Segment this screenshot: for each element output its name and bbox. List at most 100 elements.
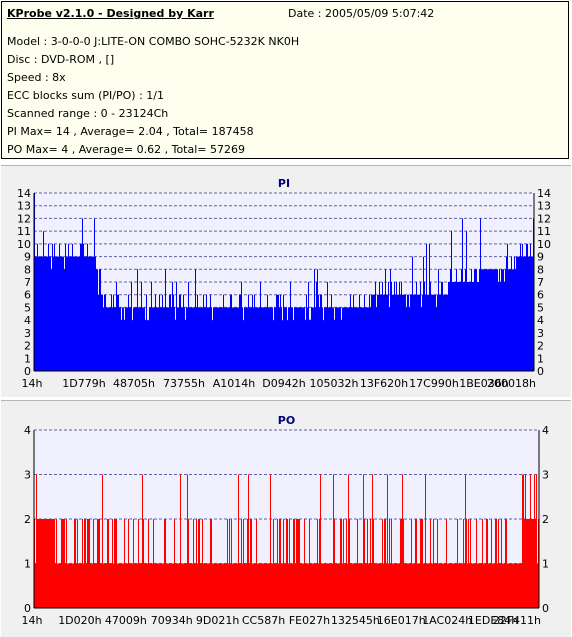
po-bar (163, 563, 164, 608)
po-bar (190, 563, 191, 608)
pi-bar (356, 307, 357, 371)
pi-bar (311, 307, 312, 371)
po-bar (193, 519, 194, 608)
po-bar (263, 563, 264, 608)
po-bar (528, 519, 529, 608)
pi-bar (268, 307, 269, 371)
pi-bar (420, 282, 421, 371)
pi-bar (56, 256, 57, 371)
pi-bar (112, 307, 113, 371)
po-bar (178, 563, 179, 608)
po-bar (165, 519, 166, 608)
po-bar (521, 563, 522, 608)
pi-bar (414, 294, 415, 371)
pi-bar (234, 307, 235, 371)
pi-bar (48, 243, 49, 371)
pi-bar (78, 256, 79, 371)
pi-bar (472, 282, 473, 371)
po-bar (103, 563, 104, 608)
pi-y-tick-label-right: 3 (537, 327, 544, 340)
po-bar (156, 563, 157, 608)
pi-bar (219, 307, 220, 371)
pi-bar (316, 282, 317, 371)
po-y-tick-label-right: 1 (542, 558, 549, 571)
po-bar (469, 563, 470, 608)
po-bar (155, 563, 156, 608)
pi-bar (91, 256, 92, 371)
po-bar (236, 563, 237, 608)
pi-bar (359, 294, 360, 371)
po-bar (179, 563, 180, 608)
pi-bar (417, 294, 418, 371)
pi-bar (68, 243, 69, 371)
po-bar (216, 563, 217, 608)
pi-bar (416, 282, 417, 371)
pi-bar (346, 307, 347, 371)
po-bar (197, 563, 198, 608)
po-bar (36, 474, 37, 608)
pi-bar (421, 307, 422, 371)
po-bar (338, 563, 339, 608)
po-bar (164, 519, 165, 608)
po-bar (290, 563, 291, 608)
pi-bar (109, 307, 110, 371)
pi-chart-panel: PI 0 0 1 1 2 2 3 3 4 4 5 5 6 6 7 7 8 8 9 9 10 10 11 11 12 12 13 13 14… (1, 165, 571, 397)
pi-bar (80, 243, 81, 371)
po-bar (217, 563, 218, 608)
pi-y-tick-label-right: 9 (537, 251, 544, 264)
po-bar (309, 519, 310, 608)
pi-y-tick-label-left: 11 (17, 225, 31, 238)
pi-bar (319, 307, 320, 371)
po-x-tick-label: 16E017h (377, 614, 426, 627)
po-bar (502, 563, 503, 608)
pi-bar (392, 294, 393, 371)
pi-y-tick-label-right: 13 (537, 200, 551, 213)
po-x-tick-label: 22F411h (493, 614, 541, 627)
pi-bar (154, 307, 155, 371)
po-bar (97, 519, 98, 608)
pi-bar (263, 307, 264, 371)
po-bar (457, 519, 458, 608)
po-bar (253, 563, 254, 608)
pi-bar (444, 294, 445, 371)
pi-bar (130, 307, 131, 371)
pi-bar (184, 307, 185, 371)
po-bar (198, 519, 199, 608)
pi-bar (340, 307, 341, 371)
po-bar (400, 519, 401, 608)
po-bar (316, 563, 317, 608)
po-bar (266, 563, 267, 608)
pi-bar (200, 307, 201, 371)
po-x-tick-label: 1AC024h (422, 614, 472, 627)
pi-bar (471, 269, 472, 371)
pi-bar (156, 307, 157, 371)
pi-bar (216, 307, 217, 371)
pi-bar (383, 294, 384, 371)
pi-bar (51, 269, 52, 371)
pi-y-tick-label-left: 2 (24, 340, 31, 353)
pi-bar (492, 269, 493, 371)
pi-bar (386, 294, 387, 371)
po-bar (247, 519, 248, 608)
pi-bar (197, 294, 198, 371)
pi-bar (111, 294, 112, 371)
po-bar (43, 519, 44, 608)
pi-bar (491, 269, 492, 371)
pi-bar (293, 320, 294, 371)
po-bar (319, 519, 320, 608)
po-bar (226, 563, 227, 608)
po-bar (154, 563, 155, 608)
po-bar (291, 563, 292, 608)
pi-bar (163, 307, 164, 371)
pi-bar (499, 269, 500, 371)
pi-bar (67, 256, 68, 371)
po-bar (424, 563, 425, 608)
pi-bar (177, 307, 178, 371)
pi-bar (43, 231, 44, 371)
po-bar (270, 474, 271, 608)
pi-bar (322, 307, 323, 371)
po-bar (478, 563, 479, 608)
pi-bar (476, 269, 477, 371)
pi-bar (105, 294, 106, 371)
pi-bar (341, 320, 342, 371)
